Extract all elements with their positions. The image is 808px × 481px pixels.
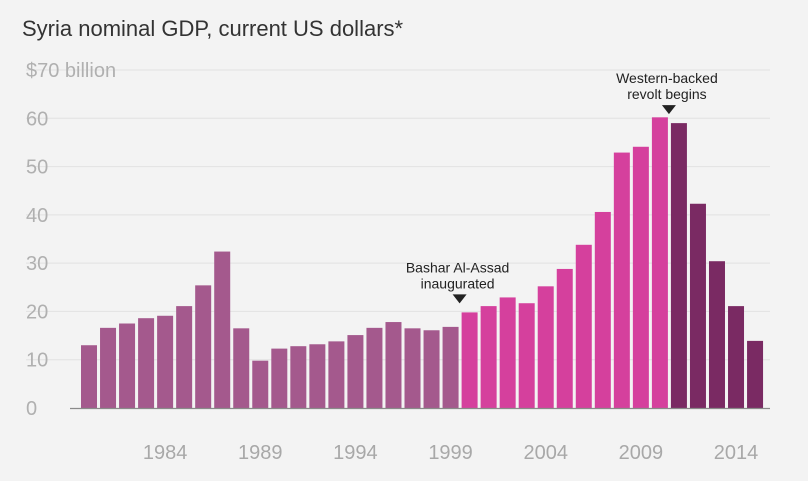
bar-2008 <box>613 152 630 408</box>
bar-1997 <box>404 328 421 408</box>
y-tick-label: 30 <box>26 253 48 275</box>
x-tick-label: 2014 <box>714 442 759 464</box>
y-tick-label: 40 <box>26 205 48 227</box>
annotation-label: Western-backed <box>616 70 718 86</box>
bar-1995 <box>366 327 383 408</box>
bar-1994 <box>347 335 364 408</box>
bar-2009 <box>632 146 649 408</box>
y-tick-label: 20 <box>26 301 48 323</box>
bar-2002 <box>499 297 516 408</box>
bar-1989 <box>252 360 269 408</box>
bar-2013 <box>708 261 725 408</box>
bar-1992 <box>309 344 326 408</box>
bar-1984 <box>157 315 174 408</box>
bar-2011 <box>670 123 687 408</box>
bar-1981 <box>100 327 117 408</box>
bar-2012 <box>689 203 706 408</box>
bar-2007 <box>594 211 611 408</box>
bar-1980 <box>81 345 97 408</box>
x-tick-label: 1994 <box>333 442 378 464</box>
bar-2003 <box>518 303 535 408</box>
bar-1990 <box>271 348 288 408</box>
y-tick-label: 10 <box>26 350 48 372</box>
bar-1988 <box>233 328 250 408</box>
annotation-label: Bashar Al-Assad <box>406 259 510 275</box>
bar-1987 <box>214 251 231 408</box>
bar-1983 <box>138 318 155 408</box>
annotation-marker <box>452 294 467 304</box>
bar-1991 <box>290 346 307 408</box>
bar-1996 <box>385 322 402 408</box>
bar-2005 <box>556 268 573 408</box>
bar-1986 <box>195 285 212 408</box>
x-tick-label: 1984 <box>143 442 188 464</box>
bar-2000 <box>461 312 478 408</box>
bar-2001 <box>480 306 497 408</box>
x-tick-label: 1989 <box>238 442 283 464</box>
annotation-label: inaugurated <box>421 275 495 291</box>
bar-2010 <box>651 117 668 408</box>
bar-2006 <box>575 244 592 408</box>
y-tick-label: 0 <box>26 398 37 420</box>
annotation-marker <box>661 105 676 115</box>
bar-1998 <box>423 330 440 408</box>
y-tick-label: 50 <box>26 157 48 179</box>
x-tick-label: 1999 <box>428 442 473 464</box>
x-tick-label: 2009 <box>619 442 664 464</box>
bar-1999 <box>442 326 459 408</box>
bar-1982 <box>119 323 136 408</box>
y-tick-label: $70 billion <box>26 60 116 82</box>
bar-1985 <box>176 306 193 408</box>
y-tick-label: 60 <box>26 108 48 130</box>
bar-1993 <box>328 341 345 408</box>
bar-2014 <box>728 306 745 408</box>
annotation-label: revolt begins <box>627 86 706 102</box>
bar-2015 <box>747 340 764 408</box>
bar-2004 <box>537 286 554 408</box>
x-tick-label: 2004 <box>523 442 568 464</box>
chart-title: Syria nominal GDP, current US dollars* <box>22 16 404 41</box>
